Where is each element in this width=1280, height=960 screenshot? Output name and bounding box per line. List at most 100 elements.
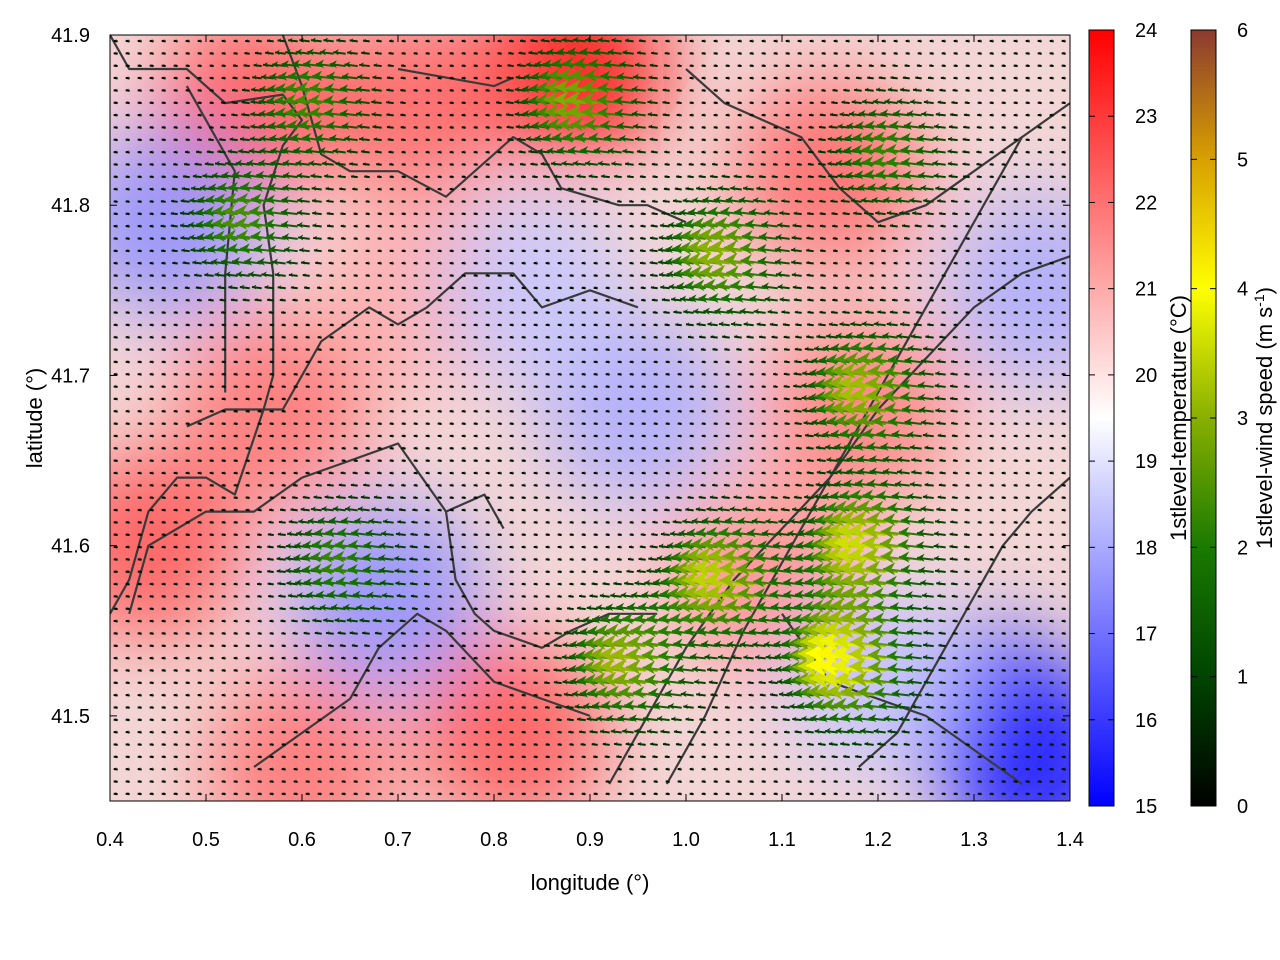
wind-vector-head — [113, 113, 117, 117]
wind-vector — [161, 137, 166, 142]
plot-area — [110, 35, 1070, 801]
wind-vector — [113, 693, 118, 697]
wind-vector — [161, 693, 166, 697]
wind-vector — [149, 187, 154, 191]
wind-vector-head — [173, 508, 177, 512]
wind-vector-head — [149, 434, 153, 438]
wind-vector-head — [173, 582, 177, 586]
wind-vector-head — [113, 471, 117, 475]
wind-vector — [125, 508, 130, 512]
wind-vector — [161, 545, 166, 549]
wind-vector — [172, 273, 178, 277]
wind-vector-head — [161, 755, 165, 759]
wind-vector — [161, 718, 166, 722]
wind-vector — [137, 643, 142, 648]
wind-vector-head — [161, 483, 165, 487]
wind-vector — [160, 199, 166, 203]
wind-vector — [161, 557, 166, 561]
wind-vector-head — [149, 458, 153, 463]
wind-vector — [173, 335, 178, 339]
wind-vector — [161, 471, 166, 475]
wind-vector — [173, 508, 178, 512]
wind-vector — [137, 458, 142, 463]
wind-vector-head — [137, 705, 141, 709]
wind-vector — [113, 372, 118, 376]
wind-vector — [113, 680, 118, 685]
wind-vector — [149, 483, 154, 487]
wind-vector-head — [161, 63, 165, 68]
wind-vector — [173, 730, 178, 734]
wind-vector — [125, 347, 130, 352]
wind-vector — [137, 718, 142, 722]
wind-vector — [125, 360, 130, 364]
wind-vector-head — [149, 347, 153, 352]
wind-vector-head — [113, 261, 117, 265]
wind-vector — [173, 458, 178, 463]
wind-vector-head — [149, 51, 153, 55]
wind-vector-head — [149, 421, 153, 426]
wind-vector-head — [161, 162, 165, 166]
wind-vector-head — [137, 249, 141, 253]
wind-vector-head — [137, 236, 141, 241]
wind-vector — [161, 323, 166, 327]
wind-vector — [173, 520, 178, 524]
wind-vector — [137, 187, 142, 191]
wind-vector-head — [113, 137, 117, 142]
wind-vector — [125, 631, 130, 635]
wind-vector-head — [125, 286, 129, 290]
wind-vector — [137, 471, 142, 475]
wind-vector-head — [149, 150, 153, 154]
wind-vector-head — [125, 63, 129, 68]
wind-vector-head — [161, 286, 165, 290]
wind-vector-head — [137, 224, 141, 228]
wind-vector — [149, 532, 154, 537]
wind-vector — [125, 458, 130, 463]
wind-vector-head — [125, 51, 129, 55]
wind-vector — [171, 199, 178, 203]
wind-vector — [113, 162, 118, 166]
wind-vector-head — [125, 310, 129, 315]
wind-vector-head — [149, 619, 153, 623]
wind-vector-head — [173, 495, 177, 500]
wind-vector-head — [113, 224, 117, 228]
wind-vector — [173, 792, 178, 796]
wind-vector — [113, 471, 118, 475]
wind-vector — [149, 261, 154, 265]
wind-vector-head — [137, 310, 141, 315]
wind-vector — [125, 212, 130, 216]
wind-vector — [161, 792, 166, 796]
wind-vector-head — [125, 249, 129, 253]
wind-vector-head — [113, 680, 117, 685]
wind-vector — [149, 150, 154, 154]
wind-vector — [113, 619, 118, 623]
contour-line — [185, 85, 236, 393]
wind-vector — [113, 458, 118, 463]
wind-vector-head — [149, 680, 153, 685]
wind-vector-head — [125, 532, 129, 537]
wind-vector-head — [173, 372, 177, 376]
wind-vector-head — [125, 643, 129, 648]
wind-vector-head — [113, 187, 117, 191]
wind-vector-head — [173, 705, 177, 709]
wind-vector-head — [137, 421, 141, 426]
wind-vector-head — [137, 323, 141, 327]
wind-vector — [113, 397, 118, 401]
wind-vector-head — [113, 557, 117, 561]
wind-vector — [125, 471, 130, 475]
wind-vector — [113, 347, 118, 352]
wind-vector-head — [137, 39, 141, 43]
wind-vector — [161, 767, 166, 771]
wind-vector-head — [173, 545, 177, 549]
wind-vector-head — [137, 261, 141, 265]
wind-vector-head — [137, 471, 141, 475]
wind-vector — [137, 88, 142, 92]
wind-vector — [137, 372, 142, 376]
wind-vector — [161, 483, 166, 487]
wind-vector — [149, 508, 154, 512]
wind-vector — [173, 298, 178, 302]
wind-vector-head — [125, 372, 129, 376]
wind-vector-head — [125, 236, 129, 241]
wind-vector — [149, 434, 154, 438]
wind-vector-head — [137, 150, 141, 154]
wind-vector — [113, 384, 118, 389]
